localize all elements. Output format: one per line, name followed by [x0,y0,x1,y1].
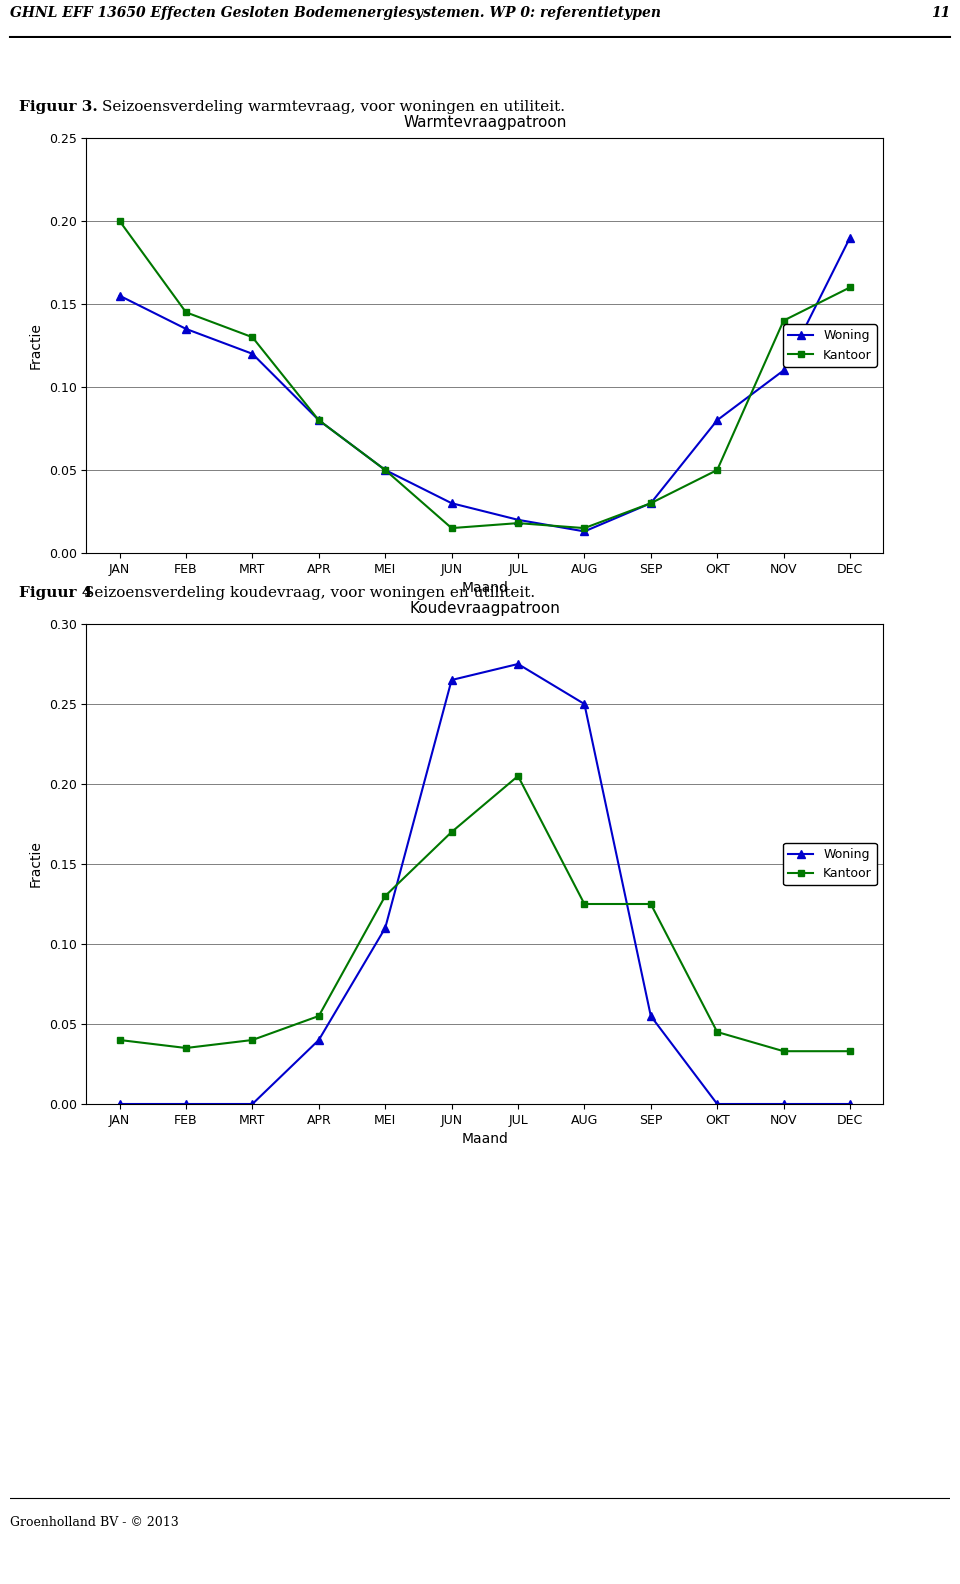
X-axis label: Maand: Maand [462,581,508,596]
Woning [313,410,324,429]
Kantoor [711,1023,723,1042]
Woning [778,361,789,380]
Text: 11: 11 [931,6,950,19]
Legend: Woning, Kantoor: Woning, Kantoor [783,325,876,366]
Line: Kantoor: Kantoor [116,773,853,1055]
Kantoor [778,1042,789,1061]
Kantoor [313,1006,324,1025]
Woning [247,1095,258,1114]
Woning [711,410,723,429]
Woning [445,670,457,689]
Woning [379,919,391,938]
Kantoor [180,1039,192,1058]
Kantoor [513,767,524,786]
Text: Figuur 4: Figuur 4 [19,586,92,599]
Text: Seizoensverdeling warmtevraag, voor woningen en utiliteit.: Seizoensverdeling warmtevraag, voor woni… [102,100,565,114]
Kantoor [114,1031,126,1050]
Kantoor [313,410,324,429]
Kantoor [445,822,457,841]
Kantoor [379,461,391,480]
Woning [579,521,590,540]
Woning [579,694,590,713]
Woning [844,228,855,247]
Kantoor [778,310,789,329]
Kantoor [711,461,723,480]
Text: Seizoensverdeling koudevraag, voor woningen en utiliteit.: Seizoensverdeling koudevraag, voor wonin… [84,586,535,599]
Kantoor [180,303,192,322]
Woning [645,494,657,513]
Kantoor [844,277,855,296]
X-axis label: Maand: Maand [462,1133,508,1147]
Kantoor [445,518,457,537]
Woning [114,287,126,306]
Woning [844,1095,855,1114]
Woning [180,320,192,339]
Woning [114,1095,126,1114]
Kantoor [247,1031,258,1050]
Text: GHNL EFF 13650 Effecten Gesloten Bodemenergiesystemen. WP 0: referentietypen: GHNL EFF 13650 Effecten Gesloten Bodemen… [10,6,660,19]
Kantoor [114,212,126,231]
Woning [379,461,391,480]
Kantoor [579,518,590,537]
Kantoor [645,895,657,914]
Woning [513,654,524,673]
Woning [513,510,524,529]
Woning [313,1031,324,1050]
Title: Warmtevraagpatroon: Warmtevraagpatroon [403,116,566,130]
Y-axis label: Fractie: Fractie [29,322,43,369]
Kantoor [513,513,524,532]
Text: Figuur 3.: Figuur 3. [19,100,98,114]
Legend: Woning, Kantoor: Woning, Kantoor [783,843,876,885]
Woning [711,1095,723,1114]
Line: Woning: Woning [115,233,854,535]
Kantoor [247,328,258,347]
Text: Groenholland BV - © 2013: Groenholland BV - © 2013 [10,1516,179,1529]
Title: Koudevraagpatroon: Koudevraagpatroon [409,600,561,616]
Woning [180,1095,192,1114]
Woning [645,1006,657,1025]
Kantoor [645,494,657,513]
Kantoor [844,1042,855,1061]
Y-axis label: Fractie: Fractie [29,841,43,887]
Woning [778,1095,789,1114]
Kantoor [379,887,391,906]
Line: Woning: Woning [115,661,854,1109]
Line: Kantoor: Kantoor [116,217,853,532]
Woning [247,344,258,363]
Woning [445,494,457,513]
Kantoor [579,895,590,914]
